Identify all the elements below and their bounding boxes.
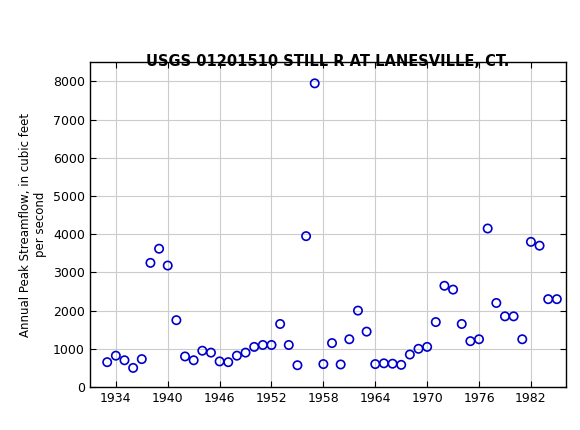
- Text: ▓ USGS: ▓ USGS: [9, 14, 84, 31]
- Point: [319, 361, 328, 368]
- Point: [362, 328, 371, 335]
- Y-axis label: Annual Peak Streamflow, in cubic feet
per second: Annual Peak Streamflow, in cubic feet pe…: [20, 113, 48, 337]
- Point: [405, 351, 415, 358]
- Point: [111, 352, 121, 359]
- Point: [249, 344, 259, 350]
- Point: [137, 356, 146, 362]
- Point: [388, 360, 397, 367]
- Point: [552, 296, 561, 303]
- Point: [509, 313, 519, 320]
- Point: [422, 344, 432, 350]
- Point: [172, 317, 181, 324]
- Point: [276, 320, 285, 327]
- Point: [241, 349, 250, 356]
- Point: [327, 340, 336, 347]
- Point: [414, 345, 423, 352]
- Point: [215, 358, 224, 365]
- Point: [379, 360, 389, 367]
- Point: [180, 353, 190, 360]
- Point: [474, 336, 484, 343]
- Point: [267, 341, 276, 348]
- Point: [535, 242, 544, 249]
- Point: [371, 361, 380, 368]
- Point: [353, 307, 362, 314]
- Point: [492, 300, 501, 307]
- Point: [258, 341, 267, 348]
- Text: USGS 01201510 STILL R AT LANESVILLE, CT.: USGS 01201510 STILL R AT LANESVILLE, CT.: [146, 54, 509, 69]
- Point: [146, 259, 155, 266]
- Point: [129, 365, 138, 372]
- Point: [336, 361, 345, 368]
- Point: [154, 245, 164, 252]
- Point: [120, 357, 129, 364]
- Point: [293, 362, 302, 369]
- Point: [198, 347, 207, 354]
- Point: [517, 336, 527, 343]
- Point: [103, 359, 112, 366]
- Point: [543, 296, 553, 303]
- Point: [163, 262, 172, 269]
- Point: [457, 320, 466, 327]
- Point: [466, 338, 475, 344]
- Point: [501, 313, 510, 320]
- Point: [189, 357, 198, 364]
- Point: [431, 319, 440, 326]
- Point: [440, 283, 449, 289]
- Point: [448, 286, 458, 293]
- Point: [284, 341, 293, 348]
- Point: [397, 361, 406, 368]
- Point: [302, 233, 311, 240]
- Point: [483, 225, 492, 232]
- Point: [206, 349, 216, 356]
- Point: [224, 359, 233, 366]
- Point: [345, 336, 354, 343]
- Point: [232, 352, 241, 359]
- Point: [310, 80, 320, 87]
- Point: [526, 238, 535, 245]
